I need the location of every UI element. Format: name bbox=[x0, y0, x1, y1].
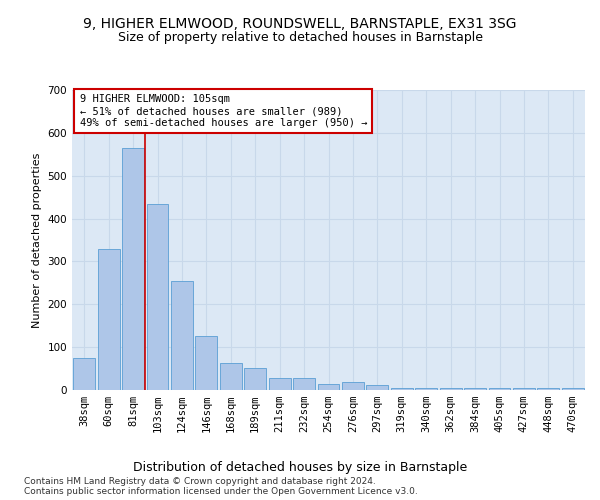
Text: Distribution of detached houses by size in Barnstaple: Distribution of detached houses by size … bbox=[133, 461, 467, 474]
Bar bbox=[538, 388, 559, 390]
Bar bbox=[513, 388, 535, 390]
Bar bbox=[196, 336, 217, 390]
Bar bbox=[171, 280, 193, 390]
Text: Contains HM Land Registry data © Crown copyright and database right 2024.
Contai: Contains HM Land Registry data © Crown c… bbox=[24, 476, 418, 496]
Bar bbox=[488, 388, 511, 390]
Bar bbox=[415, 388, 437, 390]
Bar bbox=[293, 378, 315, 390]
Bar bbox=[73, 358, 95, 390]
Text: 9, HIGHER ELMWOOD, ROUNDSWELL, BARNSTAPLE, EX31 3SG: 9, HIGHER ELMWOOD, ROUNDSWELL, BARNSTAPL… bbox=[83, 18, 517, 32]
Bar bbox=[317, 384, 340, 390]
Text: Size of property relative to detached houses in Barnstaple: Size of property relative to detached ho… bbox=[118, 31, 482, 44]
Bar bbox=[220, 363, 242, 390]
Bar bbox=[269, 378, 290, 390]
Bar bbox=[391, 388, 413, 390]
Bar bbox=[122, 148, 144, 390]
Bar bbox=[244, 368, 266, 390]
Bar bbox=[367, 385, 388, 390]
Y-axis label: Number of detached properties: Number of detached properties bbox=[32, 152, 42, 328]
Bar bbox=[464, 388, 486, 390]
Bar bbox=[146, 204, 169, 390]
Bar bbox=[342, 382, 364, 390]
Bar bbox=[562, 388, 584, 390]
Bar bbox=[440, 388, 461, 390]
Bar bbox=[98, 248, 119, 390]
Text: 9 HIGHER ELMWOOD: 105sqm
← 51% of detached houses are smaller (989)
49% of semi-: 9 HIGHER ELMWOOD: 105sqm ← 51% of detach… bbox=[80, 94, 367, 128]
